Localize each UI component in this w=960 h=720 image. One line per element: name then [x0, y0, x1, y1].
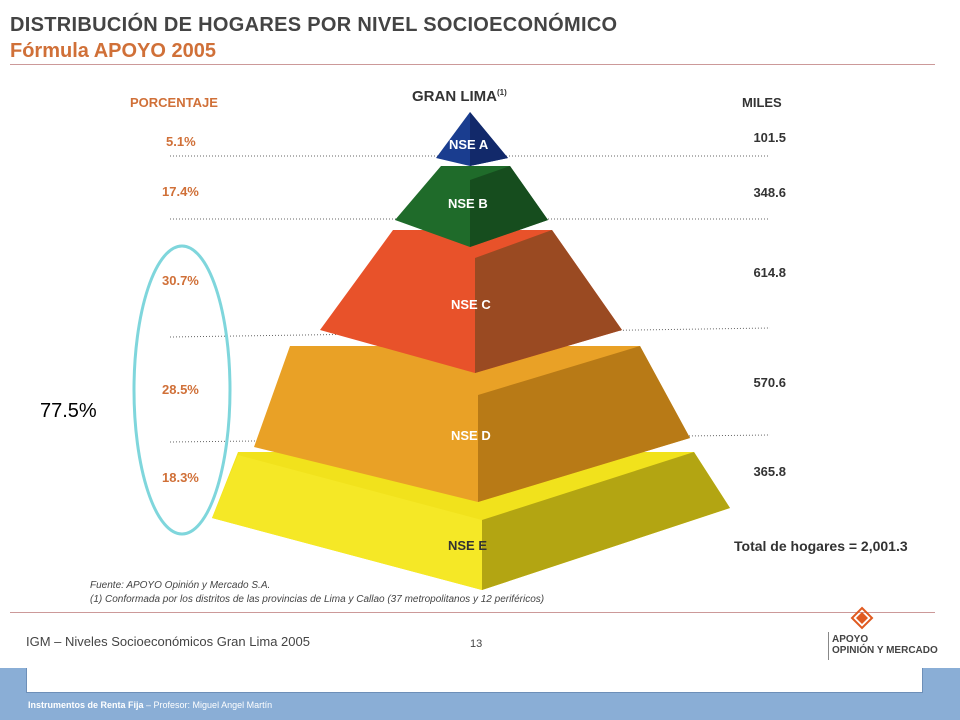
total-households: Total de hogares = 2,001.3 — [734, 538, 908, 554]
miles-column-header: MILES — [742, 95, 782, 110]
footer-bar-text: Instrumentos de Renta Fija – Profesor: M… — [28, 700, 272, 710]
nse-e-side — [482, 452, 730, 590]
nse-e-left — [212, 455, 482, 590]
percent-nse-e: 18.3% — [162, 470, 199, 485]
top-divider — [10, 64, 935, 65]
pyramid-title: GRAN LIMA(1) — [412, 88, 507, 105]
page-subtitle: Fórmula APOYO 2005 — [10, 40, 216, 62]
footer-caption: IGM – Niveles Socioeconómicos Gran Lima … — [26, 634, 310, 649]
nse-c-side — [475, 230, 622, 373]
footer-bar-inset — [26, 668, 923, 693]
nse-d-side — [478, 346, 690, 502]
nse-c-label: NSE C — [451, 297, 491, 312]
miles-nse-d: 570.6 — [753, 375, 786, 390]
logo-text-line1: APOYO — [832, 634, 869, 645]
miles-nse-e: 365.8 — [753, 464, 786, 479]
apoyo-logo-icon — [850, 606, 874, 630]
nse-b-side — [470, 166, 548, 247]
logo-text-line2: OPINIÓN Y MERCADO — [832, 645, 938, 656]
miles-nse-c: 614.8 — [753, 265, 786, 280]
nse-a-label: NSE A — [449, 137, 489, 152]
page-number: 13 — [470, 638, 483, 650]
logo-divider — [828, 632, 829, 660]
callout-ellipse — [132, 244, 232, 536]
page-title: DISTRIBUCIÓN DE HOGARES POR NIVEL SOCIOE… — [10, 14, 618, 36]
miles-nse-a: 101.5 — [753, 130, 786, 145]
nse-b-label: NSE B — [448, 196, 488, 211]
footer-bar-professor: – Profesor: Miguel Angel Martín — [143, 700, 273, 710]
nse-d-label: NSE D — [451, 428, 491, 443]
nse-a-side — [470, 112, 508, 166]
percent-nse-d: 28.5% — [162, 382, 199, 397]
miles-nse-b: 348.6 — [753, 185, 786, 200]
pyramid-title-note: (1) — [497, 88, 507, 97]
bottom-divider — [10, 612, 935, 613]
pyramid-title-text: GRAN LIMA — [412, 88, 497, 105]
nse-e-label: NSE E — [448, 538, 488, 553]
source-note: Fuente: APOYO Opinión y Mercado S.A. — [90, 580, 271, 591]
percent-nse-a: 5.1% — [166, 134, 196, 149]
footnote: (1) Conformada por los distritos de las … — [90, 594, 545, 605]
percent-nse-c: 30.7% — [162, 273, 199, 288]
percent-nse-b: 17.4% — [162, 184, 199, 199]
callout-value: 77.5% — [40, 400, 97, 422]
percent-column-header: PORCENTAJE — [130, 95, 218, 110]
footer-bar-course: Instrumentos de Renta Fija — [28, 700, 144, 710]
